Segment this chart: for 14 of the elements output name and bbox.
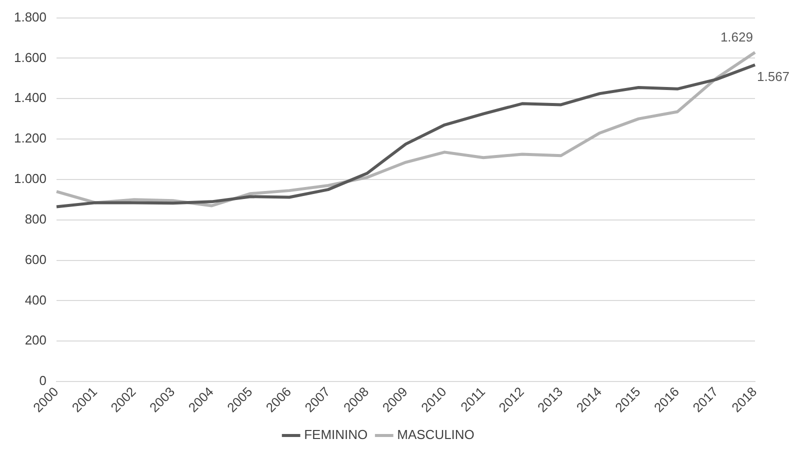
y-tick-label: 800 <box>24 211 47 226</box>
y-tick-label: 1.200 <box>14 130 47 146</box>
y-tick-label: 1.800 <box>14 9 47 24</box>
data-label: 1.567 <box>757 68 790 84</box>
y-tick-label: 1.400 <box>14 90 47 106</box>
legend-label: MASCULINO <box>397 427 474 442</box>
data-label: 1.629 <box>720 29 753 44</box>
legend-label: FEMININO <box>304 427 368 442</box>
y-tick-label: 400 <box>24 292 47 308</box>
y-tick-label: 1.000 <box>14 171 47 186</box>
y-tick-label: 600 <box>24 252 47 267</box>
y-tick-label: 0 <box>39 373 47 388</box>
y-tick-label: 200 <box>24 332 47 348</box>
y-tick-label: 1.600 <box>14 50 47 65</box>
